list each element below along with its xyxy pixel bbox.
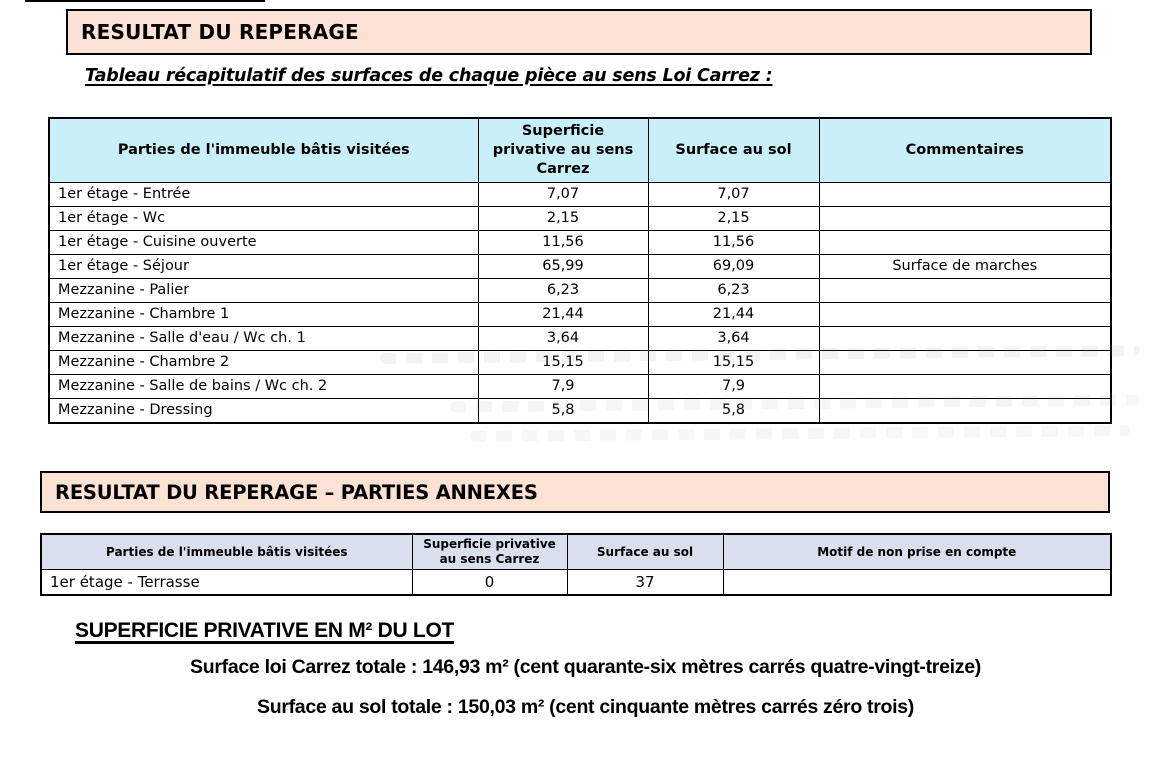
partie-cell: Mezzanine - Salle de bains / Wc ch. 2	[48, 374, 479, 399]
partie-cell: Mezzanine - Dressing	[48, 398, 479, 424]
carrez-cell: 3,64	[477, 326, 649, 351]
sol-cell: 7,07	[647, 182, 820, 207]
carrez-cell: 7,07	[477, 182, 649, 207]
surfaces-table-header-row: Parties de l'immeuble bâtis visitées Sup…	[48, 117, 1112, 183]
table-row: Mezzanine - Salle de bains / Wc ch. 2 7,…	[48, 374, 1112, 399]
surfaces-table: Parties de l'immeuble bâtis visitées Sup…	[48, 117, 1112, 424]
table-row: 1er étage - Séjour 65,99 69,09 Surface d…	[48, 254, 1112, 279]
header-parties: Parties de l'immeuble bâtis visitées	[40, 533, 413, 570]
carrez-total-line: Surface loi Carrez totale : 146,93 m² (c…	[190, 656, 981, 678]
table-row: 1er étage - Cuisine ouverte 11,56 11,56	[48, 230, 1112, 255]
partie-cell: Mezzanine - Palier	[48, 278, 479, 303]
partie-cell: 1er étage - Séjour	[48, 254, 479, 279]
commentaire-cell	[818, 206, 1112, 231]
carrez-cell: 21,44	[477, 302, 649, 327]
carrez-cell: 2,15	[477, 206, 649, 231]
partie-cell: 1er étage - Cuisine ouverte	[48, 230, 479, 255]
cut-off-top-border	[25, 0, 265, 2]
carrez-cell: 15,15	[477, 350, 649, 375]
section1-subtitle: Tableau récapitulatif des surfaces de ch…	[85, 66, 773, 86]
header-motif: Motif de non prise en compte	[722, 533, 1112, 570]
sol-cell: 21,44	[647, 302, 820, 327]
section1-title: RESULTAT DU REPERAGE	[81, 20, 359, 44]
header-superficie-carrez: Superficie privative au sens Carrez	[477, 117, 649, 183]
sol-cell: 11,56	[647, 230, 820, 255]
table-row: 1er étage - Terrasse 0 37	[40, 569, 1112, 596]
sol-cell: 2,15	[647, 206, 820, 231]
header-surface-sol: Surface au sol	[566, 533, 724, 570]
section2-title: RESULTAT DU REPERAGE – PARTIES ANNEXES	[55, 480, 538, 504]
sol-cell: 15,15	[647, 350, 820, 375]
table-row: Mezzanine - Chambre 2 15,15 15,15	[48, 350, 1112, 375]
table-row: 1er étage - Wc 2,15 2,15	[48, 206, 1112, 231]
annexes-table-header-row: Parties de l'immeuble bâtis visitées Sup…	[40, 533, 1112, 570]
header-surface-sol: Surface au sol	[647, 117, 820, 183]
commentaire-cell	[818, 350, 1112, 375]
header-commentaires: Commentaires	[818, 117, 1112, 183]
carrez-cell: 5,8	[477, 398, 649, 424]
partie-cell: 1er étage - Terrasse	[40, 569, 413, 596]
superficie-privative-heading: SUPERFICIE PRIVATIVE EN M² DU LOT	[75, 619, 455, 642]
section2-band: RESULTAT DU REPERAGE – PARTIES ANNEXES	[40, 471, 1110, 513]
partie-cell: 1er étage - Entrée	[48, 182, 479, 207]
carrez-cell: 7,9	[477, 374, 649, 399]
carrez-cell: 6,23	[477, 278, 649, 303]
carrez-cell: 65,99	[477, 254, 649, 279]
motif-cell	[722, 569, 1112, 596]
sol-total-line: Surface au sol totale : 150,03 m² (cent …	[257, 696, 914, 718]
partie-cell: Mezzanine - Chambre 1	[48, 302, 479, 327]
commentaire-cell	[818, 398, 1112, 424]
table-row: Mezzanine - Chambre 1 21,44 21,44	[48, 302, 1112, 327]
commentaire-cell: Surface de marches	[818, 254, 1112, 279]
annexes-table: Parties de l'immeuble bâtis visitées Sup…	[40, 533, 1112, 596]
table-row: Mezzanine - Salle d'eau / Wc ch. 1 3,64 …	[48, 326, 1112, 351]
commentaire-cell	[818, 326, 1112, 351]
table-row: Mezzanine - Palier 6,23 6,23	[48, 278, 1112, 303]
header-parties: Parties de l'immeuble bâtis visitées	[48, 117, 479, 183]
partie-cell: 1er étage - Wc	[48, 206, 479, 231]
sol-cell: 3,64	[647, 326, 820, 351]
sol-cell: 37	[566, 569, 724, 596]
partie-cell: Mezzanine - Chambre 2	[48, 350, 479, 375]
section1-band: RESULTAT DU REPERAGE	[66, 9, 1092, 55]
commentaire-cell	[818, 302, 1112, 327]
faint-watermark	[469, 425, 1131, 442]
commentaire-cell	[818, 278, 1112, 303]
sol-cell: 5,8	[647, 398, 820, 424]
partie-cell: Mezzanine - Salle d'eau / Wc ch. 1	[48, 326, 479, 351]
commentaire-cell	[818, 230, 1112, 255]
sol-cell: 7,9	[647, 374, 820, 399]
sol-cell: 69,09	[647, 254, 820, 279]
commentaire-cell	[818, 374, 1112, 399]
table-row: 1er étage - Entrée 7,07 7,07	[48, 182, 1112, 207]
table-row: Mezzanine - Dressing 5,8 5,8	[48, 398, 1112, 424]
carrez-cell: 0	[411, 569, 568, 596]
carrez-cell: 11,56	[477, 230, 649, 255]
sol-cell: 6,23	[647, 278, 820, 303]
commentaire-cell	[818, 182, 1112, 207]
header-superficie-carrez: Superficie privative au sens Carrez	[411, 533, 568, 570]
